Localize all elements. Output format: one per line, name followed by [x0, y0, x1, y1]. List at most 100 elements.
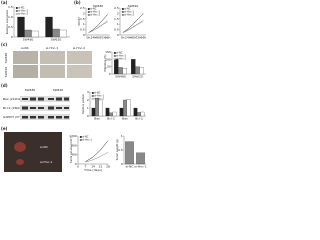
tumor-photo: si-NC si-Hnc-1 [4, 132, 62, 172]
bar [24, 29, 32, 38]
x-tick-label: 96h [141, 36, 147, 40]
y-tick-label: 50 [107, 65, 111, 69]
x-tick-label: Bax [94, 117, 100, 121]
legend-swatch [91, 98, 94, 100]
legend-label: si-Hnc-2 [94, 98, 104, 101]
image [67, 65, 92, 78]
legend-label: si-Hnc-2 [116, 58, 126, 61]
x-tick-label: 72h [135, 36, 141, 40]
column-label: si-NC [21, 46, 29, 50]
tumor [14, 142, 26, 152]
legend-label: si-NC [90, 8, 97, 11]
legend-swatch [87, 11, 90, 13]
y-tick-label: 0 [121, 162, 123, 166]
line [88, 14, 108, 34]
y-tick-label: 1200 [69, 134, 77, 138]
bar [133, 107, 138, 117]
y-tick-label: 0 [117, 33, 119, 37]
y-axis-label: Tumor volume (mm³) [69, 137, 73, 163]
y-tick-label: 2.5 [80, 6, 85, 10]
x-tick-label: 14 [91, 165, 95, 169]
bar [118, 67, 123, 75]
line [122, 20, 144, 34]
y-tick-label: 1.5 [80, 17, 85, 21]
x-tick-label: 72h [100, 36, 106, 40]
y-tick-label: 0 [75, 162, 77, 166]
line [85, 140, 109, 162]
y-tick-label: 2 [87, 98, 89, 102]
legend-label: si-NC [18, 7, 25, 10]
blot-label: SW480 [25, 88, 36, 92]
bar [112, 111, 117, 117]
x-tick-label: SW620 [51, 38, 62, 42]
legend-label: si-NC [124, 8, 131, 11]
bar [137, 112, 141, 117]
bar [105, 107, 110, 117]
legend-label: si-Hnc-1 [82, 139, 92, 142]
line [122, 21, 144, 34]
image [40, 65, 65, 78]
y-axis-label: Relative expression [5, 9, 9, 34]
x-tick-label: 7 [85, 165, 87, 169]
legend-swatch [121, 11, 124, 13]
bar [119, 107, 124, 117]
row-label: SW480 [4, 53, 8, 64]
x-tick-label: SW480 [23, 38, 34, 42]
photo [4, 132, 62, 172]
y-tick-label: 2.5 [114, 6, 119, 10]
blot-label: Bcl-2 (26kDa) [3, 106, 24, 110]
bar [126, 99, 131, 117]
x-tick-label: SW620 [132, 75, 143, 79]
blot-strip [20, 96, 70, 102]
blot-label: GAPDH (37kDa) [3, 115, 27, 119]
legend-label: si-Hnc-1 [124, 11, 134, 14]
line [85, 152, 109, 163]
bar [136, 152, 145, 165]
western-blot: SW480 SW620 Bax (21kDa) Bcl-2 (26kDa) GA… [3, 88, 70, 120]
y-tick-label: 0 [87, 114, 89, 118]
legend-swatch [79, 139, 82, 141]
legend-label: si-Hnc-1 [94, 95, 104, 98]
y-tick-label: 0 [83, 33, 85, 37]
y-tick-label: 150 [105, 50, 111, 54]
legend-swatch [113, 52, 116, 54]
y-tick-label: 1 [117, 22, 119, 26]
y-tick-label: 3 [87, 90, 89, 94]
bar [109, 112, 113, 117]
figure: (a) (b) (c) (d) (e) si-NC si-Hnc-1 si-Hn… [0, 0, 150, 175]
legend-swatch [79, 136, 82, 138]
blot-label: Bax (21kDa) [3, 97, 22, 101]
y-axis-label: Tumor weight (g) [115, 139, 119, 160]
legend-swatch [121, 8, 124, 10]
y-tick-label: 2 [83, 11, 85, 15]
bar [52, 28, 60, 38]
y-axis-label: OD450 [77, 17, 81, 26]
y-axis-label: Migration (%) [103, 55, 107, 72]
legend-label: si-Hnc-1 [90, 11, 100, 14]
tumor [16, 159, 24, 165]
legend-label: si-Hnc-1 [18, 10, 28, 13]
blot-bands [22, 97, 69, 119]
bar [139, 67, 144, 75]
y-tick-label: 0.5 [114, 28, 119, 32]
bar [131, 59, 136, 75]
x-tick-label: si-NC [126, 165, 134, 169]
x-tick-label: si-Hnc-1 [134, 165, 146, 169]
bar [31, 30, 39, 38]
legend-swatch [15, 7, 18, 9]
bar [91, 107, 96, 117]
bar [45, 16, 53, 38]
column-label: si-Hnc-2 [73, 46, 85, 50]
bar [59, 29, 67, 38]
legend-swatch [15, 13, 18, 15]
line [122, 13, 144, 34]
legend-swatch [87, 14, 90, 16]
blot-strip [20, 114, 70, 120]
tumor-label: si-NC [40, 145, 48, 149]
image [13, 65, 38, 78]
y-tick-label: 800 [71, 143, 77, 147]
chart-title: SW620 [128, 4, 139, 8]
legend-label: si-NC [94, 92, 101, 95]
legend-label: si-Hnc-2 [90, 14, 100, 17]
x-tick-label: 48h [95, 36, 101, 40]
